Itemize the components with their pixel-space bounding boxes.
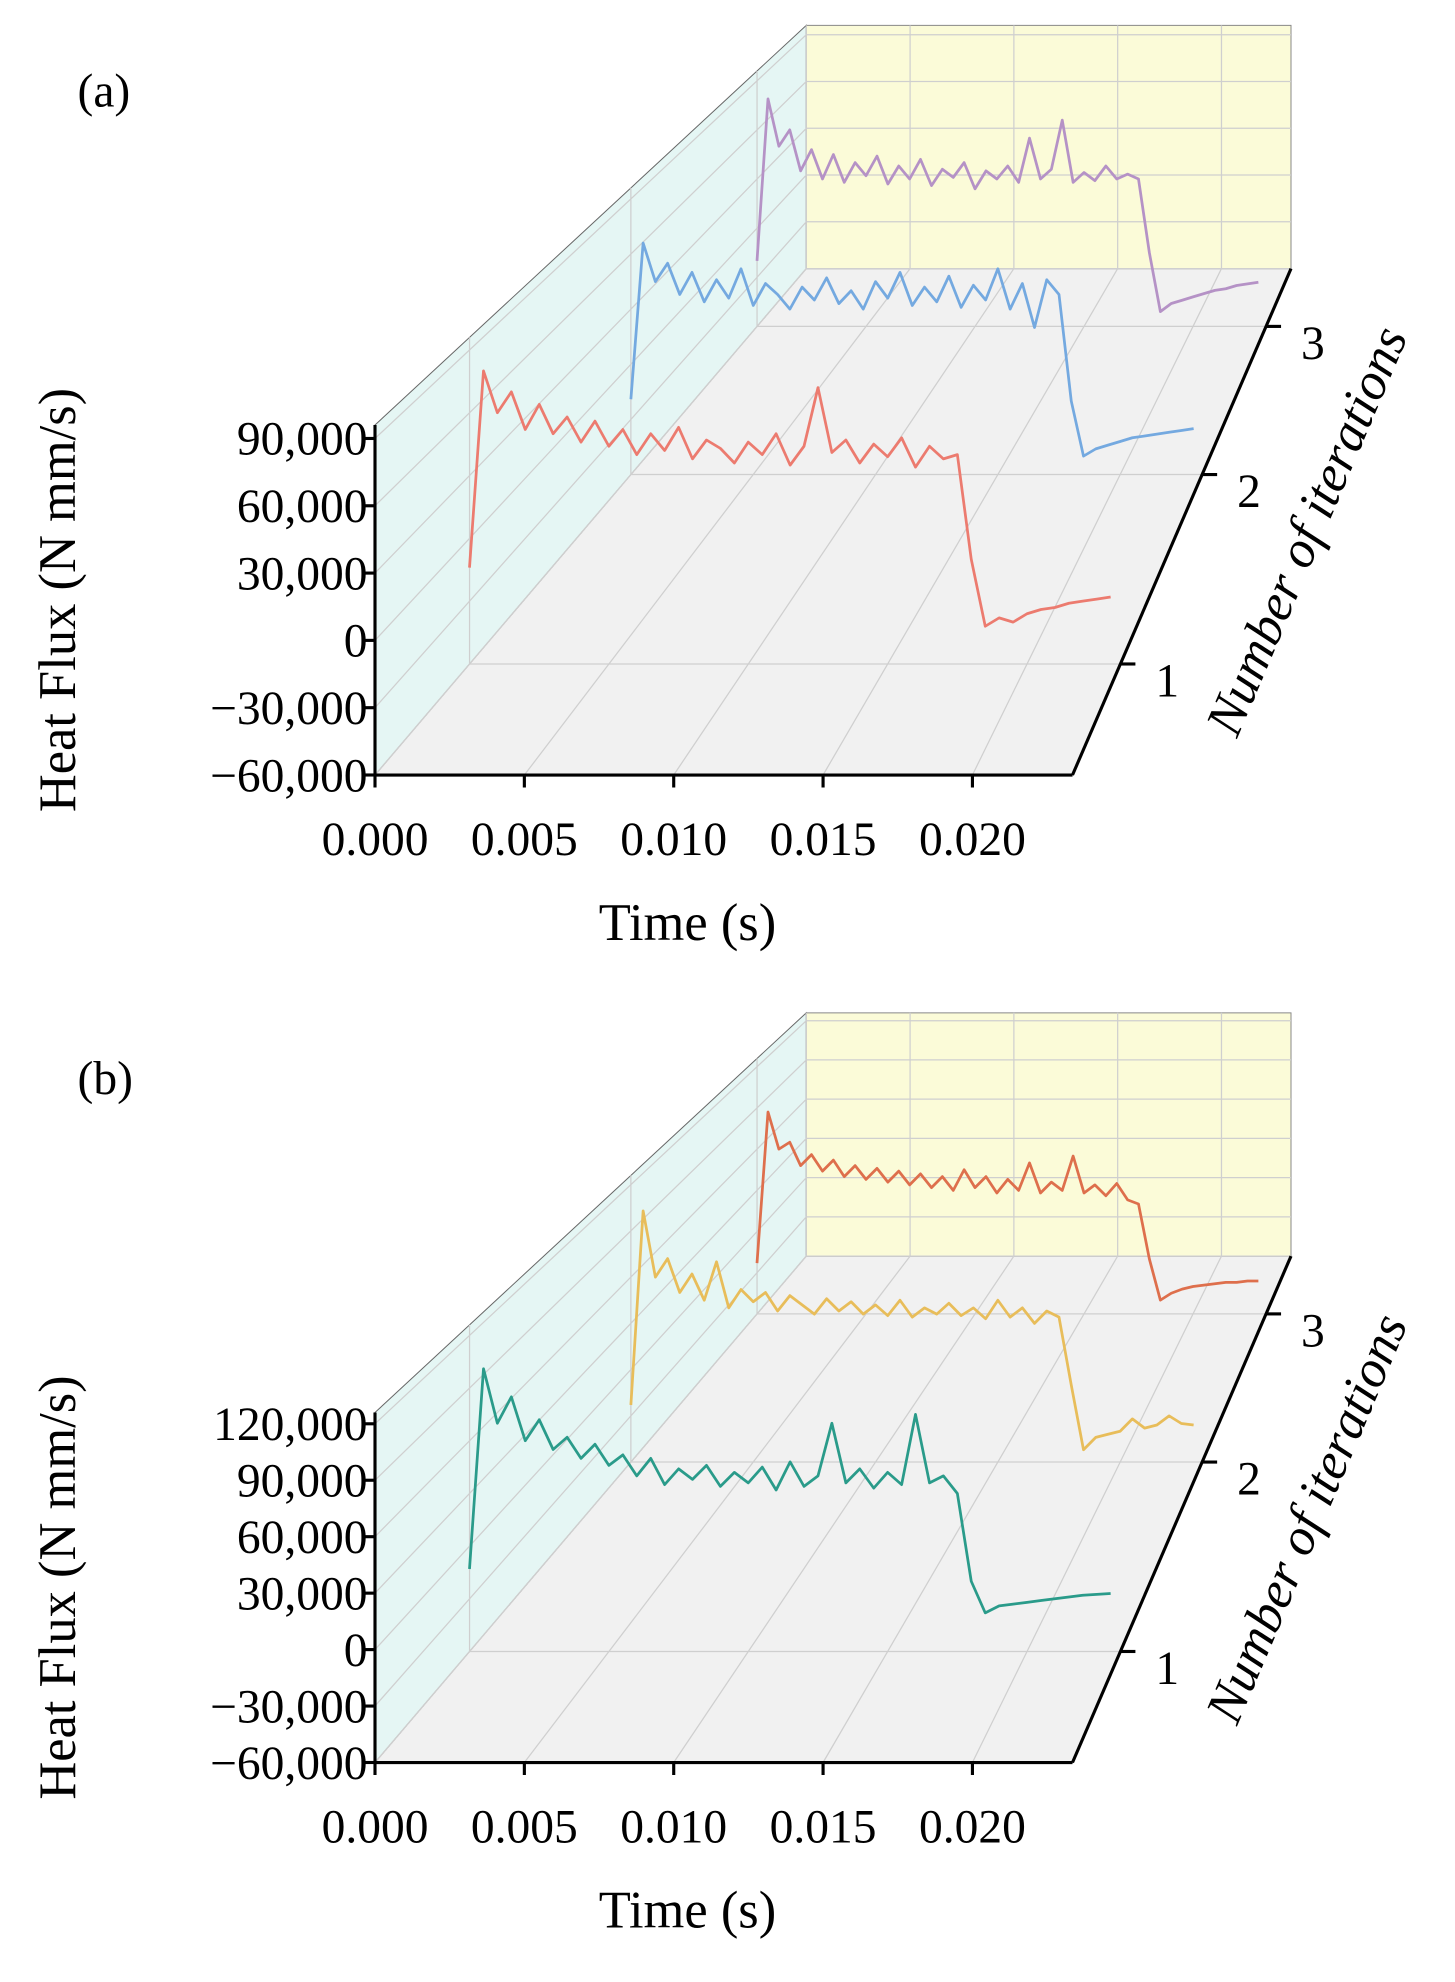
grid-line [374,1177,807,1651]
grid-line [374,81,807,507]
back-wall [805,1012,1292,1257]
grid-line [673,1255,1015,1763]
grid-line [971,268,1223,776]
x-axis-title: Time (s) [599,1882,776,1940]
x-tick-label: 0.015 [770,814,877,866]
x-tick-label: 0.020 [919,1802,1026,1854]
z-tick-label: 1 [1155,1643,1179,1695]
series-line [629,1209,1194,1452]
x-tick-label: 0.010 [620,814,727,866]
axis-line [1071,267,1293,776]
grid-line [374,1255,807,1763]
grid-line [374,127,807,574]
y-tick-label: 30,000 [237,548,368,600]
x-tick-label: 0.005 [471,1802,578,1854]
y-tick-label: 0 [344,1625,368,1677]
grid-line [374,1137,807,1594]
x-tick-label: 0.015 [770,1802,877,1854]
series-line [629,241,1194,458]
z-tick-label: 2 [1237,1454,1261,1506]
grid-line [374,1098,807,1538]
y-tick-label: 0 [344,616,368,668]
y-tick-label: 90,000 [237,414,368,466]
grid-line [822,268,1119,776]
chart-panel: −60,000 −30,000 0 30,000 60,000 90,000 0.000 0.… [29,24,1419,952]
grid-line [673,268,1015,776]
grid-line [971,1255,1223,1763]
series-line [468,369,1111,628]
grid-line [374,1020,807,1425]
x-tick-label: 0.010 [620,1802,727,1854]
y-tick-label: −60,000 [210,1738,367,1790]
z-tick-label: 1 [1155,655,1179,707]
axis-line [1071,1255,1293,1764]
y-tick-label: −30,000 [210,1681,367,1733]
y-tick-label: −60,000 [210,750,367,802]
x-tick-label: 0.000 [322,814,429,866]
z-tick-label: 2 [1237,466,1261,518]
y-tick-label: 60,000 [237,481,368,533]
y-tick-label: 120,000 [213,1399,367,1451]
grid-line [374,1059,807,1481]
series-line [755,1110,1259,1302]
grid-line [523,1255,911,1763]
y-tick-label: 30,000 [237,1568,368,1620]
y-tick-label: 90,000 [237,1455,368,1507]
grid-line [374,34,807,439]
x-tick-label: 0.005 [471,814,578,866]
x-tick-label: 0.020 [919,814,1026,866]
panel-label: (a) [78,65,131,117]
y-axis-title: Heat Flux (N mm/s) [29,388,87,812]
grid-line [374,268,807,776]
z-tick-label: 3 [1301,1305,1325,1357]
series-line [755,97,1259,314]
z-tick-label: 3 [1301,318,1325,370]
x-tick-label: 0.000 [322,1802,429,1854]
grid-line [822,1255,1119,1763]
panel-label: (b) [78,1053,133,1105]
x-axis-title: Time (s) [599,894,776,952]
y-axis-title: Heat Flux (N mm/s) [29,1375,87,1799]
y-tick-label: 60,000 [237,1512,368,1564]
grid-line [374,174,807,641]
y-tick-label: −30,000 [210,683,367,735]
chart-panel: −60,000−30,000030,00060,00090,000120,000… [29,1011,1419,1940]
grid-line [523,268,911,776]
grid-line [374,221,807,709]
series-line [468,1367,1111,1615]
back-wall [805,24,1292,270]
